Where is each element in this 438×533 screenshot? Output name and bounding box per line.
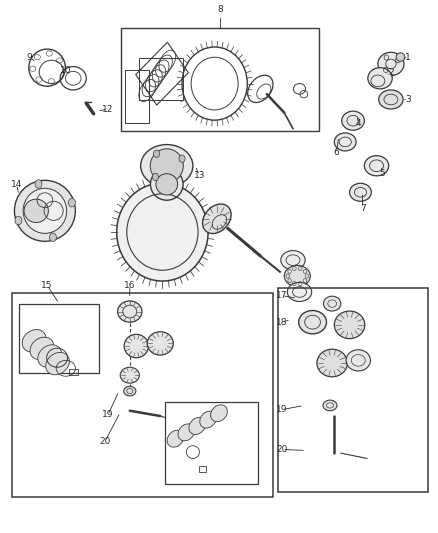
Ellipse shape <box>189 417 205 434</box>
Text: 4: 4 <box>356 119 361 128</box>
Circle shape <box>179 155 185 163</box>
Text: 6: 6 <box>334 148 339 157</box>
Ellipse shape <box>124 386 136 396</box>
Text: 19: 19 <box>102 410 114 419</box>
Ellipse shape <box>202 204 231 233</box>
Ellipse shape <box>150 168 183 200</box>
Ellipse shape <box>167 430 184 447</box>
Ellipse shape <box>178 424 195 441</box>
Text: 2: 2 <box>388 68 394 77</box>
Bar <box>69 369 78 375</box>
Text: 17: 17 <box>276 291 288 300</box>
Text: 9: 9 <box>27 53 32 62</box>
Text: 10: 10 <box>60 66 71 75</box>
Text: 5: 5 <box>379 169 385 178</box>
Bar <box>165 402 258 484</box>
Ellipse shape <box>378 52 404 76</box>
Bar <box>139 58 183 100</box>
Ellipse shape <box>364 156 389 176</box>
Text: 12: 12 <box>102 104 114 114</box>
Bar <box>125 70 149 123</box>
Text: 14: 14 <box>11 180 22 189</box>
Ellipse shape <box>284 265 311 287</box>
Ellipse shape <box>350 183 371 201</box>
Circle shape <box>153 150 159 157</box>
Ellipse shape <box>141 144 193 187</box>
Circle shape <box>68 198 75 207</box>
Ellipse shape <box>281 251 305 270</box>
Ellipse shape <box>117 183 208 281</box>
Bar <box>136 42 188 105</box>
Ellipse shape <box>156 174 178 195</box>
Ellipse shape <box>396 53 405 61</box>
Text: 7: 7 <box>360 204 365 213</box>
Ellipse shape <box>299 311 326 334</box>
Ellipse shape <box>334 133 356 151</box>
Ellipse shape <box>323 296 341 311</box>
Text: 13: 13 <box>194 171 205 180</box>
Ellipse shape <box>346 350 371 371</box>
Ellipse shape <box>24 199 48 222</box>
Text: 1: 1 <box>406 53 411 62</box>
Text: 20: 20 <box>276 445 288 454</box>
Ellipse shape <box>368 68 392 89</box>
Ellipse shape <box>124 334 148 358</box>
Ellipse shape <box>30 337 54 360</box>
Text: 19: 19 <box>276 405 288 414</box>
Ellipse shape <box>120 367 139 383</box>
Text: 15: 15 <box>41 280 53 289</box>
Ellipse shape <box>211 405 227 422</box>
Text: 16: 16 <box>124 280 135 289</box>
Ellipse shape <box>323 400 337 411</box>
Ellipse shape <box>334 311 365 338</box>
Ellipse shape <box>317 349 347 377</box>
Ellipse shape <box>287 282 312 302</box>
Bar <box>121 28 319 131</box>
Bar <box>278 288 428 492</box>
Bar <box>19 304 99 373</box>
Ellipse shape <box>46 352 69 375</box>
Ellipse shape <box>379 90 403 109</box>
Ellipse shape <box>147 332 173 355</box>
Ellipse shape <box>342 111 364 130</box>
Ellipse shape <box>200 411 216 428</box>
Circle shape <box>15 216 22 225</box>
Ellipse shape <box>150 149 184 183</box>
Text: 3: 3 <box>406 95 411 104</box>
Ellipse shape <box>22 329 46 352</box>
Circle shape <box>152 173 159 181</box>
Ellipse shape <box>117 301 142 322</box>
Text: 20: 20 <box>99 437 111 446</box>
Ellipse shape <box>23 188 67 233</box>
Ellipse shape <box>14 180 75 241</box>
Circle shape <box>35 180 42 188</box>
Bar <box>12 293 273 497</box>
Ellipse shape <box>38 345 61 367</box>
Text: 8: 8 <box>217 5 223 14</box>
Bar <box>199 466 206 472</box>
Circle shape <box>49 233 57 241</box>
Text: 18: 18 <box>276 318 288 327</box>
